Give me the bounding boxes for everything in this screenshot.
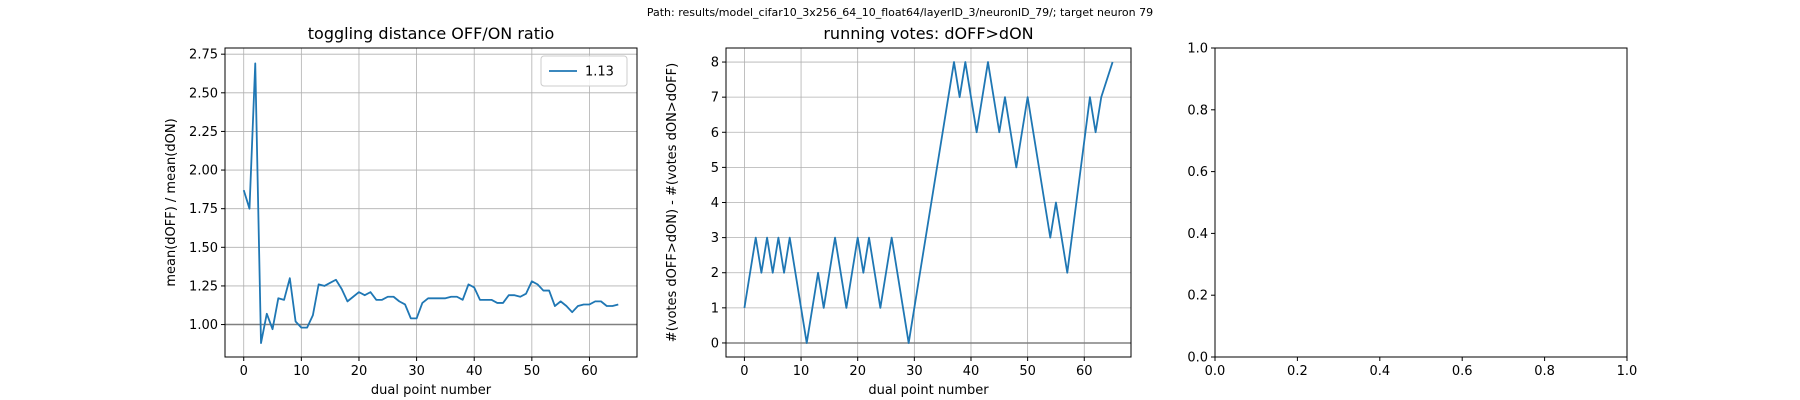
chart2-xtick-label: 50 [1019,364,1036,379]
chart1-xtick-label: 40 [466,364,483,379]
chart1-xlabel: dual point number [371,383,492,398]
chart3-ytick-label: 0.8 [1187,103,1208,118]
chart1-xtick-label: 30 [408,364,425,379]
chart1-ytick-label: 2.00 [189,164,218,179]
chart2-ytick-label: 8 [711,56,719,71]
chart3-xtick-label: 0.4 [1369,364,1390,379]
chart2-xtick-label: 40 [963,364,980,379]
chart1-ytick-label: 1.00 [189,318,218,333]
chart2-series-line [743,61,1114,344]
chart3-xtick-label: 0.0 [1205,364,1226,379]
chart2-xtick-label: 10 [793,364,810,379]
chart3-xtick-label: 1.0 [1617,364,1638,379]
chart1-ytick-label: 2.25 [189,125,218,140]
chart2-ytick-label: 2 [711,266,719,281]
chart2-xtick-label: 60 [1076,364,1093,379]
chart2-ytick-label: 1 [711,301,719,316]
chart1-series-line [242,62,619,345]
chart2-axes: 0 10 20 30 40 50 60 0 1 2 3 4 5 6 7 8 running votes: dOF… [665,24,1132,398]
chart1-axes: 0 10 20 30 40 50 60 1.00 1.25 1.50 1.75 2.00 2.25 2.5… [164,24,638,398]
chart2-ytick-label: 5 [711,161,719,176]
chart2-xtick-label: 30 [906,364,923,379]
chart2-ytick-label: 0 [711,336,719,351]
chart2-ytick-label: 7 [711,91,719,106]
chart1-ytick-label: 1.50 [189,241,218,256]
chart2-ytick-label: 6 [711,126,719,141]
chart1-xtick-label: 10 [293,364,310,379]
chart3-ytick-label: 0.4 [1187,227,1208,242]
chart1-xtick-label: 60 [581,364,598,379]
chart3-ytick-label: 1.0 [1187,42,1208,57]
chart3-xtick-label: 0.8 [1534,364,1555,379]
chart2-title: running votes: dOFF>dON [823,24,1033,43]
figure-suptitle: Path: results/model_cifar10_3x256_64_10_… [646,6,1154,19]
chart1-legend-box [540,55,628,87]
chart3-xtick-label: 0.2 [1287,364,1308,379]
chart1-xtick-label: 50 [524,364,541,379]
chart2-xtick-label: 20 [849,364,866,379]
chart1-ylabel: mean(dOFF) / mean(dON) [164,118,179,286]
chart3-ytick-label: 0.2 [1187,289,1208,304]
chart1-ytick-label: 2.75 [189,48,218,63]
chart1-ytick-label: 1.75 [189,202,218,217]
chart2-ytick-label: 3 [711,231,719,246]
chart1-ytick-label: 2.50 [189,86,218,101]
chart3-xtick-label: 0.6 [1452,364,1473,379]
chart1-title: toggling distance OFF/ON ratio [308,24,554,43]
chart1-xtick-label: 0 [240,364,248,379]
chart3-ytick-label: 0.0 [1187,351,1208,366]
chart1-xtick-label: 20 [351,364,368,379]
chart3-ytick-label: 0.6 [1187,165,1208,180]
chart3-frame [1214,47,1628,358]
chart1-frame [224,47,638,358]
chart2-xtick-label: 0 [740,364,748,379]
chart2-ylabel: #(votes dOFF>dON) - #(votes dON>dOFF) [665,63,680,342]
chart2-ytick-label: 4 [711,196,719,211]
chart2-xlabel: dual point number [868,383,989,398]
chart3-axes: 0.0 0.2 0.4 0.6 0.8 1.0 0.0 0.2 0.4 0.6 0.8 1.0 [1187,42,1637,380]
chart1-legend-entry: 1.13 [585,65,614,80]
chart1-ytick-label: 1.25 [189,279,218,294]
